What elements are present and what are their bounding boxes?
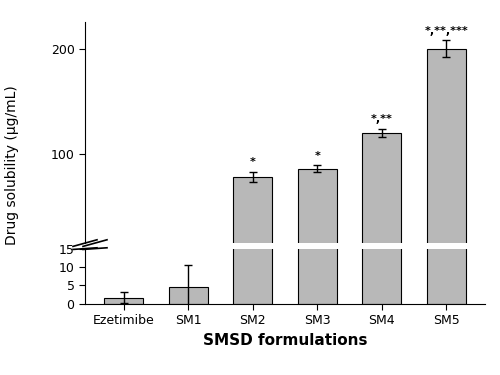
Text: *: * bbox=[314, 151, 320, 160]
Text: *: * bbox=[250, 158, 256, 168]
Bar bbox=[234, 17, 272, 304]
Bar bbox=[362, 133, 401, 259]
Text: Drug solubility (μg/mL): Drug solubility (μg/mL) bbox=[6, 85, 20, 245]
Bar bbox=[362, 0, 401, 304]
Bar bbox=[104, 257, 143, 259]
Text: *,**: *,** bbox=[371, 114, 392, 125]
Bar bbox=[169, 254, 207, 259]
Bar bbox=[298, 168, 337, 259]
Bar bbox=[427, 0, 466, 304]
Bar bbox=[427, 49, 466, 259]
Bar bbox=[298, 0, 337, 304]
X-axis label: SMSD formulations: SMSD formulations bbox=[203, 333, 367, 348]
Bar bbox=[104, 298, 143, 304]
Text: *,**,***: *,**,*** bbox=[424, 26, 468, 36]
Bar bbox=[169, 287, 207, 304]
Bar bbox=[234, 177, 272, 259]
